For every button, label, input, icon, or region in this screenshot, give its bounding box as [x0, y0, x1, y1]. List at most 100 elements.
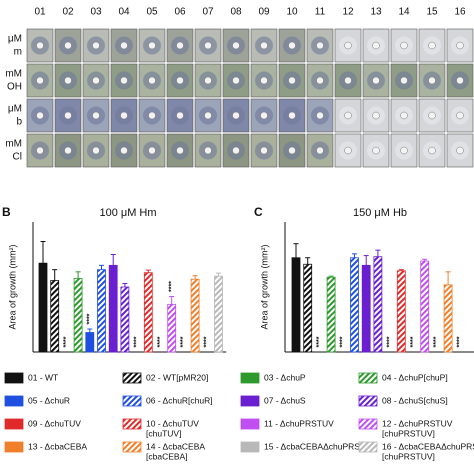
- disc: [232, 76, 240, 85]
- disc: [204, 111, 212, 120]
- column-label: 07: [202, 7, 214, 18]
- legend-label: 06 - ΔchuR[chuR]: [146, 395, 213, 405]
- legend-label: 02 - WT[pMR20]: [146, 372, 208, 382]
- bar: [38, 262, 48, 353]
- legend-label: 03 - ΔchuP: [264, 372, 306, 382]
- legend-swatch: [358, 441, 378, 453]
- disc: [148, 41, 156, 50]
- disc: [36, 146, 44, 155]
- disc: [372, 76, 380, 85]
- disc: [372, 41, 380, 50]
- disc: [428, 76, 436, 85]
- row-label: mM: [5, 69, 22, 80]
- disc: [260, 146, 268, 155]
- legend-swatch: [122, 441, 142, 453]
- column-label: 08: [230, 7, 242, 18]
- bar: [443, 284, 453, 353]
- bar: [190, 278, 200, 353]
- disc: [64, 41, 72, 50]
- bar: [97, 269, 106, 353]
- disc: [260, 111, 268, 120]
- disc: [232, 146, 240, 155]
- legend-swatch: [122, 395, 142, 407]
- column-label: 09: [258, 7, 270, 18]
- bar: [214, 275, 223, 353]
- disc: [92, 41, 100, 50]
- panel-label: B: [2, 205, 11, 219]
- legend-label: 13 - ΔcbaCEBA: [28, 441, 87, 451]
- legend-swatch: [4, 418, 24, 430]
- significance: ****: [180, 336, 187, 347]
- row-label: OH: [7, 82, 22, 93]
- bar: [85, 332, 95, 353]
- disc: [120, 41, 128, 50]
- chart-title: 100 μM Hm: [99, 207, 156, 219]
- column-label: 12: [342, 7, 354, 18]
- significance: ****: [204, 336, 211, 347]
- row-label: mM: [5, 139, 22, 150]
- significance: ****: [340, 336, 347, 347]
- bar: [120, 286, 130, 353]
- panel-label: C: [254, 205, 263, 219]
- legend-label: 07 - ΔchuS: [264, 395, 306, 405]
- disc: [400, 41, 408, 50]
- bar: [396, 270, 406, 353]
- bar: [73, 277, 83, 353]
- disc: [260, 41, 268, 50]
- y-axis-label: Area of growth (mm²): [7, 244, 17, 329]
- significance: ****: [63, 336, 70, 347]
- bar: [326, 276, 336, 353]
- legend-swatch: [122, 372, 142, 384]
- legend-label: 11 - ΔchuPRSTUV: [264, 418, 334, 428]
- disc: [36, 111, 44, 120]
- disc: [344, 41, 352, 50]
- bar: [143, 272, 153, 353]
- row-label: Cl: [13, 152, 22, 163]
- legend-swatch: [4, 441, 24, 453]
- legend-label: 04 - ΔchuP[chuP]: [382, 372, 448, 382]
- disc: [92, 146, 100, 155]
- legend-swatch: [4, 372, 24, 384]
- significance: ****: [157, 336, 164, 347]
- column-label: 03: [90, 7, 102, 18]
- disc: [92, 111, 100, 120]
- disc: [232, 111, 240, 120]
- disc: [148, 76, 156, 85]
- significance: ****: [87, 313, 94, 324]
- chart-title: 150 μM Hb: [353, 207, 407, 219]
- legend-swatch: [240, 441, 260, 453]
- disc: [176, 111, 184, 120]
- legend-swatch: [358, 395, 378, 407]
- disc: [92, 76, 100, 85]
- disc: [288, 146, 296, 155]
- column-label: 15: [426, 7, 438, 18]
- legend-label: 10 - ΔchuTUV: [146, 418, 199, 428]
- disc: [316, 41, 324, 50]
- disc: [120, 76, 128, 85]
- bar: [50, 280, 60, 353]
- significance: ****: [433, 336, 440, 347]
- column-label: 04: [118, 7, 130, 18]
- disc: [344, 76, 352, 85]
- legend-swatch: [358, 372, 378, 384]
- legend-swatch: [358, 418, 378, 430]
- disc: [176, 76, 184, 85]
- legend-label: 09 - ΔchuTUV: [28, 418, 81, 428]
- disc: [400, 146, 408, 155]
- column-label: 13: [370, 7, 382, 18]
- significance: ****: [457, 336, 464, 347]
- column-label: 02: [62, 7, 74, 18]
- column-label: 05: [146, 7, 158, 18]
- legend-label: [cbaCEBA]: [146, 451, 188, 461]
- bar: [291, 257, 301, 353]
- legend-swatch: [4, 395, 24, 407]
- disc: [204, 146, 212, 155]
- legend-label: 16 - ΔcbaCEBAΔchuPRSTUV: [382, 441, 474, 451]
- disc: [344, 111, 352, 120]
- legend-swatch: [240, 418, 260, 430]
- disc: [456, 76, 464, 85]
- disc: [120, 111, 128, 120]
- column-label: 01: [34, 7, 46, 18]
- legend-label: 08 - ΔchuS[chuS]: [382, 395, 448, 405]
